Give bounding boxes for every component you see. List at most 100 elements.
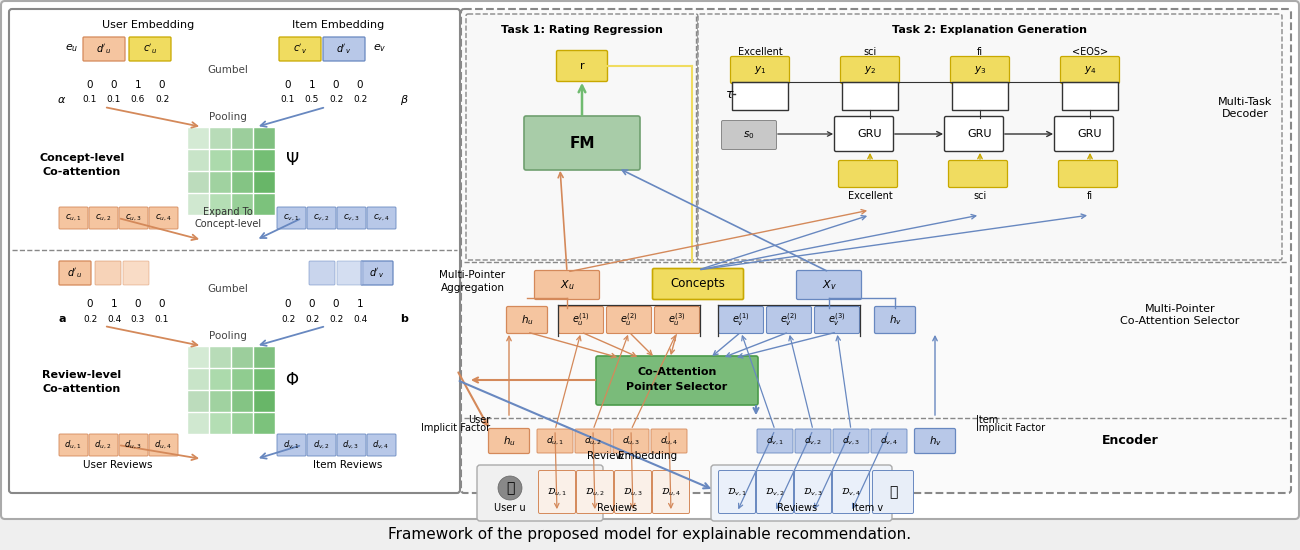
FancyBboxPatch shape xyxy=(1054,117,1114,151)
FancyBboxPatch shape xyxy=(58,207,88,229)
Polygon shape xyxy=(732,82,788,110)
Text: Task 1: Rating Regression: Task 1: Rating Regression xyxy=(500,25,663,35)
FancyBboxPatch shape xyxy=(337,261,363,285)
Polygon shape xyxy=(231,172,254,193)
FancyBboxPatch shape xyxy=(1,1,1299,519)
Text: sci: sci xyxy=(974,191,987,201)
FancyBboxPatch shape xyxy=(58,434,88,456)
Polygon shape xyxy=(188,347,209,368)
Text: fi: fi xyxy=(1087,191,1093,201)
FancyBboxPatch shape xyxy=(722,120,776,150)
Polygon shape xyxy=(188,413,209,434)
Text: $X_v$: $X_v$ xyxy=(822,278,836,292)
FancyBboxPatch shape xyxy=(653,268,744,300)
Text: $X_u$: $X_u$ xyxy=(560,278,575,292)
FancyBboxPatch shape xyxy=(838,161,897,188)
FancyBboxPatch shape xyxy=(337,207,367,229)
Text: 0: 0 xyxy=(356,80,363,90)
Text: $\alpha$: $\alpha$ xyxy=(57,95,66,105)
Polygon shape xyxy=(188,369,209,390)
Text: GRU: GRU xyxy=(1078,129,1102,139)
Text: 0: 0 xyxy=(87,80,94,90)
FancyBboxPatch shape xyxy=(757,470,793,514)
FancyBboxPatch shape xyxy=(835,117,893,151)
Text: $y_2$: $y_2$ xyxy=(864,64,876,76)
FancyBboxPatch shape xyxy=(465,14,698,260)
Text: 0: 0 xyxy=(87,299,94,309)
Text: fi: fi xyxy=(976,47,983,57)
Polygon shape xyxy=(211,413,231,434)
Text: $e_v^{(2)}$: $e_v^{(2)}$ xyxy=(780,312,798,328)
Polygon shape xyxy=(254,150,276,171)
Text: $\mathcal{D}_{u,3}$: $\mathcal{D}_{u,3}$ xyxy=(623,486,644,498)
Text: User Embedding: User Embedding xyxy=(101,20,194,30)
Polygon shape xyxy=(952,82,1008,110)
FancyBboxPatch shape xyxy=(731,57,789,84)
FancyBboxPatch shape xyxy=(150,434,178,456)
Text: 0.2: 0.2 xyxy=(329,315,343,323)
Text: $d_{v,2}$: $d_{v,2}$ xyxy=(803,435,822,447)
FancyBboxPatch shape xyxy=(796,429,831,453)
Text: $\tau$: $\tau$ xyxy=(725,87,734,101)
Polygon shape xyxy=(188,391,209,412)
Text: <EOS>: <EOS> xyxy=(1072,47,1108,57)
Text: $e_u^{(2)}$: $e_u^{(2)}$ xyxy=(620,312,638,328)
Polygon shape xyxy=(188,194,209,215)
FancyBboxPatch shape xyxy=(507,306,547,333)
FancyBboxPatch shape xyxy=(322,37,365,61)
FancyBboxPatch shape xyxy=(277,207,305,229)
Text: Expand To: Expand To xyxy=(203,207,254,217)
FancyBboxPatch shape xyxy=(95,261,121,285)
Text: Pooling: Pooling xyxy=(209,112,247,122)
FancyBboxPatch shape xyxy=(767,306,811,333)
Text: $\mathcal{D}_{v,1}$: $\mathcal{D}_{v,1}$ xyxy=(727,486,747,498)
Text: 0.2: 0.2 xyxy=(352,96,367,104)
Text: $d_{u,1}$: $d_{u,1}$ xyxy=(65,439,82,451)
Polygon shape xyxy=(188,128,209,149)
FancyBboxPatch shape xyxy=(120,434,148,456)
Text: $d_{u,2}$: $d_{u,2}$ xyxy=(95,439,112,451)
Text: $e_v$: $e_v$ xyxy=(373,42,387,54)
Text: 0: 0 xyxy=(285,80,291,90)
Text: 0.2: 0.2 xyxy=(281,315,295,323)
Polygon shape xyxy=(254,172,276,193)
Text: Encoder: Encoder xyxy=(1101,433,1158,447)
Text: 0.5: 0.5 xyxy=(304,96,320,104)
Polygon shape xyxy=(254,194,276,215)
Text: $d'_v$: $d'_v$ xyxy=(369,266,385,280)
FancyBboxPatch shape xyxy=(489,428,529,454)
Text: 0.1: 0.1 xyxy=(107,96,121,104)
Text: 0.2: 0.2 xyxy=(306,315,318,323)
Text: $e_u^{(1)}$: $e_u^{(1)}$ xyxy=(572,312,590,328)
Text: $c_{v,2}$: $c_{v,2}$ xyxy=(313,213,329,223)
Text: $e_v^{(3)}$: $e_v^{(3)}$ xyxy=(828,312,846,328)
FancyBboxPatch shape xyxy=(711,465,892,521)
Text: Concepts: Concepts xyxy=(671,278,725,290)
Text: 0: 0 xyxy=(333,299,339,309)
FancyBboxPatch shape xyxy=(120,207,148,229)
FancyBboxPatch shape xyxy=(537,429,573,453)
Text: $\mathcal{D}_{v,4}$: $\mathcal{D}_{v,4}$ xyxy=(841,486,861,498)
Text: $c'_u$: $c'_u$ xyxy=(143,42,157,56)
Text: Aggregation: Aggregation xyxy=(441,283,504,293)
Text: $\mathcal{D}_{u,2}$: $\mathcal{D}_{u,2}$ xyxy=(585,486,604,498)
Text: $c'_v$: $c'_v$ xyxy=(292,42,307,56)
FancyBboxPatch shape xyxy=(534,271,599,300)
FancyBboxPatch shape xyxy=(1061,57,1119,84)
Text: 1: 1 xyxy=(356,299,363,309)
FancyBboxPatch shape xyxy=(653,470,689,514)
Text: 0: 0 xyxy=(159,299,165,309)
Text: $y_3$: $y_3$ xyxy=(974,64,987,76)
Text: $\beta$: $\beta$ xyxy=(399,93,408,107)
Text: 🎬: 🎬 xyxy=(889,485,897,499)
FancyBboxPatch shape xyxy=(914,428,956,454)
Polygon shape xyxy=(211,347,231,368)
Text: Review-level: Review-level xyxy=(43,370,122,380)
Polygon shape xyxy=(211,172,231,193)
Text: Co-Attention: Co-Attention xyxy=(637,367,716,377)
Polygon shape xyxy=(254,391,276,412)
Text: $d_{v,3}$: $d_{v,3}$ xyxy=(842,435,861,447)
FancyBboxPatch shape xyxy=(88,434,118,456)
Text: $h_u$: $h_u$ xyxy=(520,313,533,327)
Text: Concept-level: Concept-level xyxy=(39,153,125,163)
